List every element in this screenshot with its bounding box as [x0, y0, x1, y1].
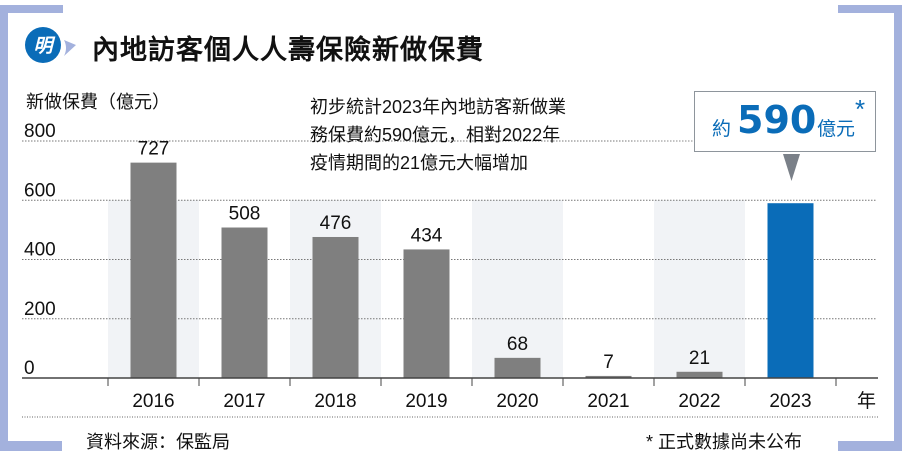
y-axis-label: 新做保費（億元） — [26, 92, 170, 112]
x-tick-label: 2023 — [769, 391, 811, 412]
frame-right-bottom — [838, 441, 902, 451]
frame-right-top — [838, 5, 902, 13]
category-band — [472, 200, 563, 378]
x-tick-label: 2017 — [223, 391, 265, 412]
callout-asterisk: * — [855, 94, 866, 124]
callout-value: 590 — [737, 98, 817, 142]
x-tick-label: 2019 — [405, 391, 447, 412]
logo-icon: 明 — [25, 27, 76, 63]
x-tick-label: 2018 — [314, 391, 356, 412]
x-tick-label: 2016 — [132, 391, 174, 412]
bar-2022 — [676, 371, 723, 378]
frame-left — [0, 5, 8, 451]
bar-2019 — [403, 249, 450, 378]
y-tick-label: 600 — [24, 180, 56, 201]
bar-value-label: 476 — [320, 213, 352, 234]
annotation-line-2: 務保費約590億元，相對2022年 — [310, 125, 561, 145]
y-tick-label: 0 — [24, 358, 35, 379]
x-tick-label: 2021 — [587, 391, 629, 412]
bar-value-label: 21 — [689, 348, 710, 369]
footnote: * 正式數據尚未公布 — [646, 432, 803, 452]
frame-left-bottom — [0, 441, 62, 451]
bar-2020 — [494, 357, 541, 378]
bar-2021 — [585, 375, 632, 378]
logo: 明 — [24, 26, 76, 64]
bar-value-label: 7 — [603, 352, 614, 373]
bar-2017 — [221, 227, 268, 378]
y-tick-label: 200 — [24, 299, 56, 320]
callout-prefix: 約 — [712, 119, 732, 140]
value-callout: 約 590 億元 * — [694, 91, 876, 152]
callout-pointer — [783, 154, 800, 181]
bar-value-label: 434 — [411, 225, 443, 246]
bar-2018 — [312, 236, 359, 378]
annotation-line-1: 初步統計2023年內地訪客新做業 — [310, 97, 567, 117]
category-band — [654, 200, 745, 378]
x-axis-label: 年 — [857, 390, 876, 412]
source-note: 資料來源：保監局 — [86, 432, 230, 452]
x-tick-label: 2020 — [496, 391, 538, 412]
x-tick-label: 2022 — [678, 391, 720, 412]
bar-2023 — [767, 203, 814, 378]
callout-suffix: 億元 — [817, 119, 856, 140]
bar-2016 — [130, 162, 177, 378]
bar-value-label: 727 — [138, 139, 170, 160]
y-tick-label: 800 — [24, 121, 56, 142]
chart-title: 內地訪客個人人壽保險新做保費 — [92, 35, 484, 66]
bar-value-label: 508 — [229, 204, 261, 225]
bar-value-label: 68 — [507, 334, 528, 355]
annotation-line-3: 疫情期間的21億元大幅增加 — [310, 153, 529, 173]
y-tick-label: 400 — [24, 240, 56, 261]
frame-right — [894, 5, 902, 451]
frame-left-top — [8, 5, 63, 13]
logo-text: 明 — [33, 36, 55, 57]
